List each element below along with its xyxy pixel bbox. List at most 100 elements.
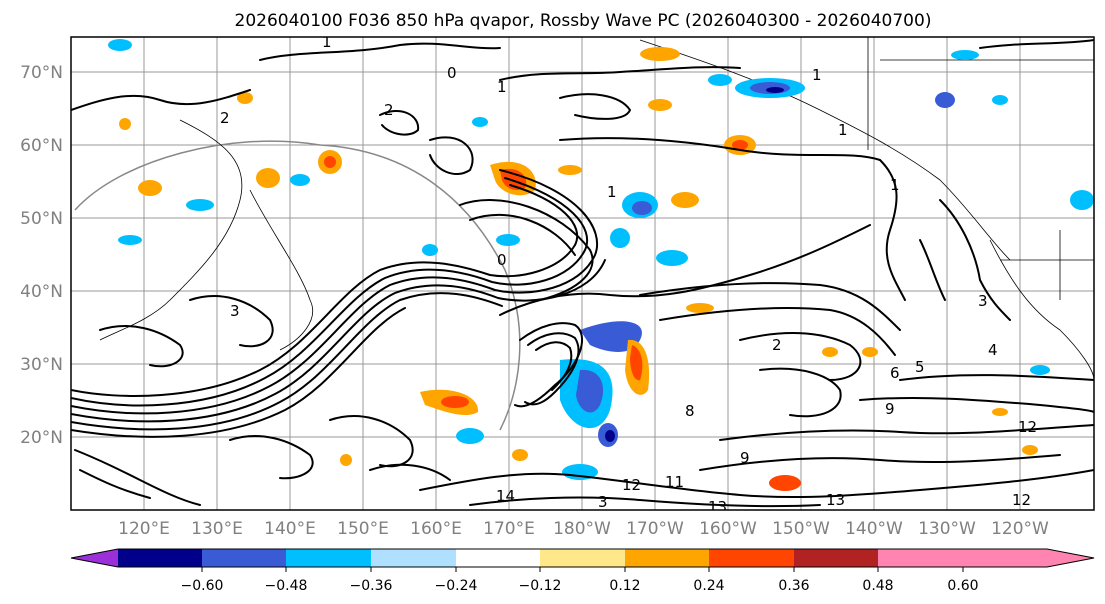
neg-anomaly — [118, 235, 142, 245]
neg-anomaly — [708, 74, 732, 86]
neg-anomaly — [290, 174, 310, 186]
pos-anomaly — [862, 347, 878, 357]
colorbar-tick-label: 0.48 — [862, 578, 893, 594]
pos-anomaly — [640, 47, 680, 61]
colorbar-segment — [202, 549, 286, 567]
pos-anomaly — [732, 140, 748, 150]
map-title: 2026040100 F036 850 hPa qvapor, Rossby W… — [235, 11, 932, 31]
pos-anomaly — [686, 303, 714, 313]
neg-anomaly — [422, 244, 438, 256]
neg-anomaly — [186, 199, 214, 211]
lat-label: 70°N — [20, 63, 63, 83]
contour-label: 2 — [772, 336, 782, 354]
lat-label: 20°N — [20, 428, 63, 448]
colorbar-segment — [794, 549, 878, 567]
contour-label: 1 — [322, 33, 332, 51]
pos-anomaly — [324, 156, 336, 168]
contour-label: 9 — [885, 400, 895, 418]
colorbar-tick-label: −0.36 — [350, 578, 393, 594]
contour-label: 11 — [665, 473, 684, 491]
lon-label: 170°E — [483, 519, 535, 539]
lon-label: 120°W — [991, 519, 1049, 539]
colorbar-extend-high — [963, 549, 1094, 567]
lon-label: 130°W — [918, 519, 976, 539]
pos-anomaly — [558, 165, 582, 175]
neg-anomaly — [456, 428, 484, 444]
contour-label: 1 — [497, 78, 507, 96]
neg-anomaly — [108, 39, 132, 51]
colorbar-tick-label: −0.48 — [265, 578, 308, 594]
contour-label: 13 — [826, 491, 845, 509]
neg-anomaly — [610, 228, 630, 248]
colorbar-tick-label: −0.24 — [435, 578, 478, 594]
colorbar-tick-label: −0.60 — [181, 578, 224, 594]
pos-anomaly — [822, 347, 838, 357]
pos-anomaly — [1022, 445, 1038, 455]
neg-anomaly — [496, 234, 520, 246]
colorbar-segment — [709, 549, 794, 567]
contour-label: 12 — [1012, 491, 1031, 509]
contour-label: 8 — [685, 402, 695, 420]
pos-anomaly — [992, 408, 1008, 416]
pos-anomaly — [256, 168, 280, 188]
lon-label: 160°E — [410, 519, 462, 539]
contour-label: 12 — [622, 476, 641, 494]
lon-label: 130°E — [191, 519, 243, 539]
contour-label: 12 — [1018, 418, 1037, 436]
contour-label: 1 — [838, 121, 848, 139]
lon-label: 180°W — [553, 519, 611, 539]
contour-lines — [71, 39, 1094, 508]
neg-anomaly — [1070, 190, 1094, 210]
pos-anomaly — [138, 180, 162, 196]
neg-anomaly — [992, 95, 1008, 105]
colorbar-segment — [118, 549, 202, 567]
contour-label: 1 — [812, 66, 822, 84]
contour-label: 9 — [740, 449, 750, 467]
contour-label: 2 — [384, 101, 394, 119]
contour-label: 3 — [598, 493, 608, 511]
lat-label: 30°N — [20, 355, 63, 375]
contour-label: 6 — [890, 364, 900, 382]
contour-labels: 1 0 1 1 2 2 1 1 1 0 3 8 9 2 3 14 13 12 1… — [220, 33, 1037, 516]
neg-anomaly — [605, 430, 615, 442]
neg-anomaly — [951, 50, 979, 60]
lat-label: 50°N — [20, 209, 63, 229]
latitude-labels: 70°N 60°N 50°N 40°N 30°N 20°N — [20, 63, 63, 448]
neg-anomaly — [656, 250, 688, 266]
neg-anomaly — [766, 87, 784, 93]
pos-anomaly — [340, 454, 352, 466]
contour-label: 3 — [230, 302, 240, 320]
colorbar: −0.60 −0.48 −0.36 −0.24 −0.12 0.12 0.24 … — [70, 548, 1095, 594]
colorbar-tick-label: −0.12 — [519, 578, 562, 594]
neg-anomaly — [935, 92, 955, 108]
colorbar-tick-label: 0.24 — [693, 578, 724, 594]
lon-label: 150°E — [337, 519, 389, 539]
neg-anomaly — [580, 321, 642, 352]
map-panel: 1 0 1 1 2 2 1 1 1 0 3 8 9 2 3 14 13 12 1… — [70, 33, 1095, 516]
colorbar-segment — [456, 549, 540, 567]
neg-anomaly — [472, 117, 488, 127]
pos-anomaly — [237, 92, 253, 104]
contour-label: 1 — [890, 176, 900, 194]
lon-label: 140°W — [845, 519, 903, 539]
pos-anomaly — [512, 449, 528, 461]
colorbar-segment — [371, 549, 456, 567]
pos-anomaly — [769, 475, 801, 491]
contour-label: 13 — [708, 498, 727, 516]
colorbar-extend-low — [71, 549, 118, 567]
pos-anomaly — [441, 396, 469, 408]
shaded-anomalies — [108, 39, 1094, 491]
colorbar-segment — [540, 549, 625, 567]
lon-label: 150°W — [772, 519, 830, 539]
neg-anomaly — [576, 369, 604, 413]
contour-label: 1 — [607, 183, 617, 201]
contour-label: 5 — [915, 358, 925, 376]
domain-outline — [74, 140, 521, 431]
longitude-labels: 120°E 130°E 140°E 150°E 160°E 170°E 180°… — [118, 519, 1049, 539]
pos-anomaly — [500, 168, 527, 191]
colorbar-segment — [625, 549, 709, 567]
contour-label: 2 — [220, 109, 230, 127]
neg-anomaly — [632, 201, 652, 215]
contour-label: 14 — [496, 487, 515, 505]
